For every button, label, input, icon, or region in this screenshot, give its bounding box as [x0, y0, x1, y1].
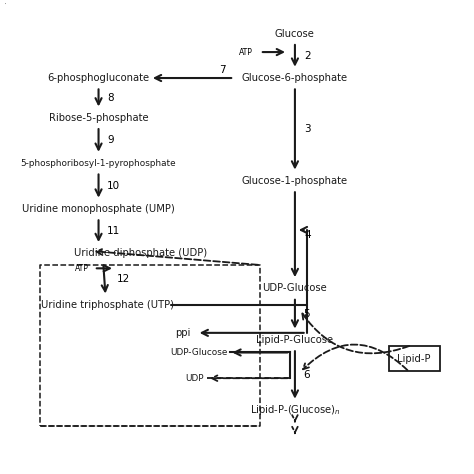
Text: 6: 6 [303, 370, 310, 380]
Text: Lipid-P-Glucose: Lipid-P-Glucose [256, 335, 334, 345]
Text: ppi: ppi [175, 328, 191, 338]
Text: 7: 7 [219, 64, 226, 74]
Text: ATP: ATP [75, 264, 89, 273]
Text: 12: 12 [117, 274, 130, 284]
Text: Glucose-1-phosphate: Glucose-1-phosphate [242, 176, 348, 186]
Text: 5: 5 [303, 309, 310, 319]
Text: UDP: UDP [185, 374, 204, 383]
Text: Lipid-P: Lipid-P [397, 354, 431, 364]
Text: 4: 4 [304, 230, 311, 240]
Text: UDP-Glucose: UDP-Glucose [170, 348, 228, 357]
FancyBboxPatch shape [389, 346, 440, 371]
Text: 3: 3 [304, 125, 311, 135]
Text: ATP: ATP [239, 47, 253, 56]
Text: 10: 10 [107, 181, 120, 191]
Text: Glucose: Glucose [275, 28, 315, 38]
Text: Uridine monophosphate (UMP): Uridine monophosphate (UMP) [22, 204, 175, 214]
Text: Glucose-6-phosphate: Glucose-6-phosphate [242, 73, 348, 83]
Text: 5-phosphoribosyl-1-pyrophosphate: 5-phosphoribosyl-1-pyrophosphate [21, 159, 176, 168]
Text: Uridine triphosphate (UTP): Uridine triphosphate (UTP) [41, 300, 174, 310]
Text: 11: 11 [107, 226, 120, 236]
Text: 2: 2 [304, 51, 311, 61]
Text: 6-phosphogluconate: 6-phosphogluconate [47, 73, 150, 83]
Text: 8: 8 [107, 93, 114, 103]
Text: Uridine diphosphate (UDP): Uridine diphosphate (UDP) [74, 248, 207, 258]
Text: Ribose-5-phosphate: Ribose-5-phosphate [49, 113, 148, 123]
Text: UDP-Glucose: UDP-Glucose [263, 283, 328, 293]
Text: Lipid-P-(Glucose)$_n$: Lipid-P-(Glucose)$_n$ [249, 403, 340, 417]
Text: 9: 9 [107, 136, 114, 146]
